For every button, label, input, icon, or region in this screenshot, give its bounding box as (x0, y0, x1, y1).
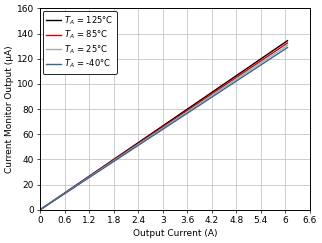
$T_A$ = 25°C (38, 208, 42, 211)
$T_A$ = 25°C (190, 108, 194, 111)
$T_A$ = 85°C (286, 42, 289, 44)
$T_A$ = -40°C (247, 72, 251, 75)
$T_A$ = 125°C (185, 108, 188, 111)
$T_A$ = -40°C (185, 112, 188, 115)
$T_A$ = 125°C (247, 66, 251, 69)
$T_A$ = 125°C (185, 108, 189, 111)
$T_A$ = 25°C (262, 59, 266, 62)
Line: $T_A$ = -40°C: $T_A$ = -40°C (40, 48, 288, 210)
$T_A$ = 25°C (39, 208, 43, 211)
Legend: $T_A$ = 125°C, $T_A$ = 85°C, $T_A$ = 25°C, $T_A$ = -40°C: $T_A$ = 125°C, $T_A$ = 85°C, $T_A$ = 25°… (43, 11, 117, 74)
Line: $T_A$ = 25°C: $T_A$ = 25°C (40, 45, 288, 210)
Line: $T_A$ = 85°C: $T_A$ = 85°C (40, 43, 288, 210)
$T_A$ = 25°C (185, 111, 188, 114)
$T_A$ = 125°C (38, 208, 42, 211)
Line: $T_A$ = 125°C: $T_A$ = 125°C (40, 41, 288, 210)
$T_A$ = 85°C (190, 106, 194, 109)
$T_A$ = 85°C (247, 68, 251, 71)
$T_A$ = 125°C (39, 208, 43, 211)
$T_A$ = -40°C (38, 208, 42, 211)
$T_A$ = 25°C (286, 44, 289, 47)
$T_A$ = 85°C (38, 208, 42, 211)
$T_A$ = 125°C (262, 55, 266, 58)
$T_A$ = 25°C (185, 110, 189, 113)
$T_A$ = -40°C (190, 109, 194, 112)
$T_A$ = -40°C (185, 112, 189, 115)
$T_A$ = 85°C (185, 109, 189, 112)
$T_A$ = -40°C (286, 46, 289, 49)
$T_A$ = -40°C (39, 208, 43, 211)
$T_A$ = 85°C (262, 57, 266, 60)
Y-axis label: Current Monitor Output (µA): Current Monitor Output (µA) (5, 45, 14, 173)
$T_A$ = 125°C (286, 39, 289, 42)
$T_A$ = 85°C (185, 110, 188, 113)
$T_A$ = 85°C (39, 208, 43, 211)
X-axis label: Output Current (A): Output Current (A) (133, 229, 217, 238)
$T_A$ = 125°C (190, 105, 194, 108)
$T_A$ = -40°C (262, 61, 266, 64)
$T_A$ = 25°C (247, 70, 251, 73)
